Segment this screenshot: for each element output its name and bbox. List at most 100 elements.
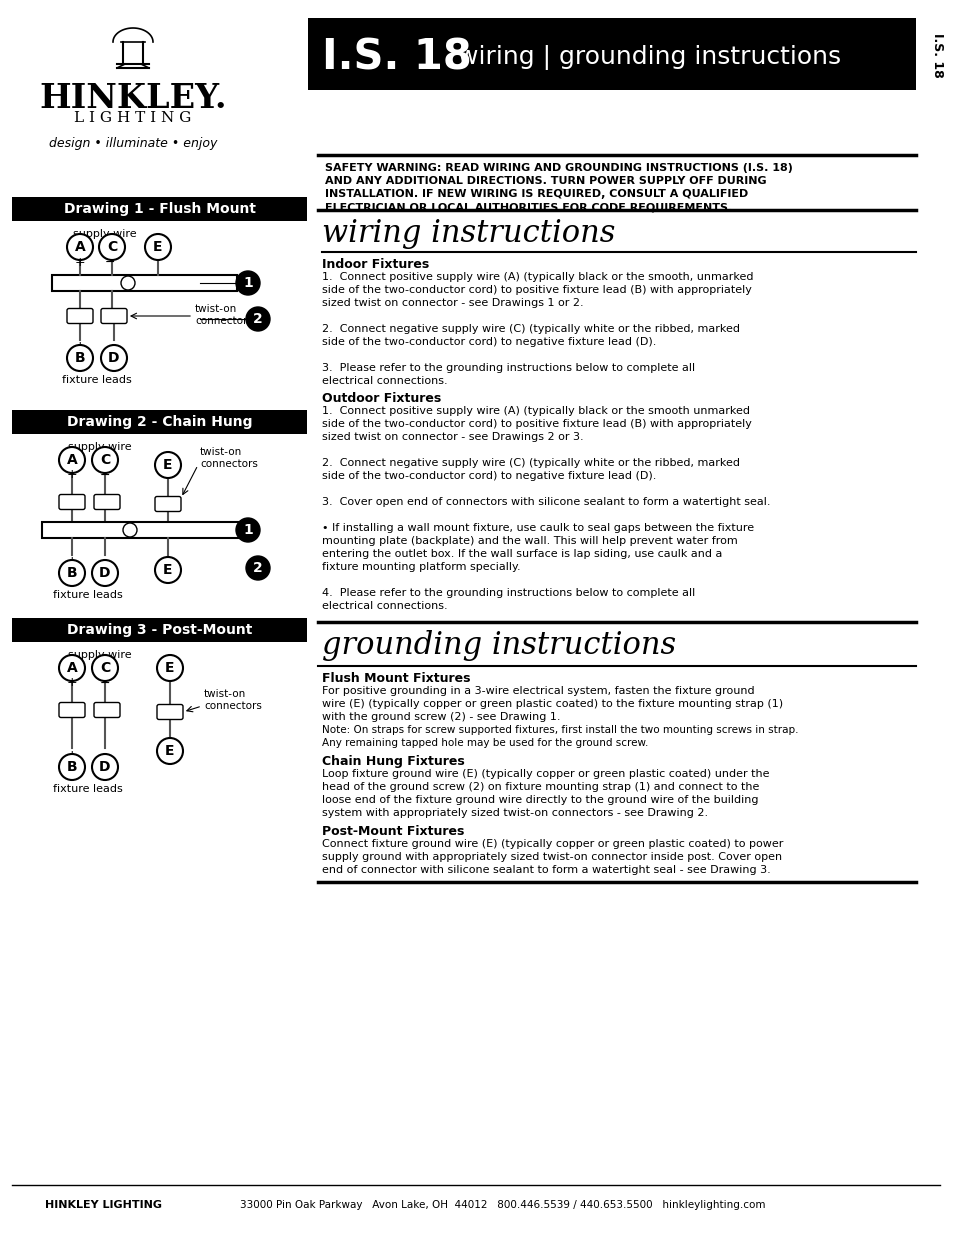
Text: +: + (67, 677, 77, 689)
Circle shape (101, 345, 127, 370)
Text: 2: 2 (253, 312, 263, 326)
Text: D: D (99, 760, 111, 774)
Text: wire (E) (typically copper or green plastic coated) to the fixture mounting stra: wire (E) (typically copper or green plas… (322, 699, 782, 709)
Circle shape (235, 517, 260, 542)
Circle shape (91, 559, 118, 585)
Text: C: C (100, 661, 110, 676)
Text: E: E (165, 661, 174, 676)
Text: Note: On straps for screw supported fixtures, first install the two mounting scr: Note: On straps for screw supported fixt… (322, 725, 798, 735)
Text: +: + (74, 340, 85, 353)
Circle shape (59, 559, 85, 585)
Text: L I G H T I N G: L I G H T I N G (74, 111, 192, 125)
Text: −: − (100, 468, 111, 482)
Text: 1.  Connect positive supply wire (A) (typically black or the smooth, unmarked: 1. Connect positive supply wire (A) (typ… (322, 272, 753, 282)
Text: SAFETY WARNING: READ WIRING AND GROUNDING INSTRUCTIONS (I.S. 18): SAFETY WARNING: READ WIRING AND GROUNDIN… (325, 163, 792, 173)
Text: 3.  Cover open end of connectors with silicone sealant to form a watertight seal: 3. Cover open end of connectors with sil… (322, 496, 770, 508)
Text: C: C (107, 240, 117, 254)
Text: Flush Mount Fixtures: Flush Mount Fixtures (322, 672, 470, 685)
Text: fixture mounting platform specially.: fixture mounting platform specially. (322, 562, 520, 572)
Text: E: E (163, 458, 172, 472)
Text: B: B (74, 351, 85, 366)
Text: HINKLEY LIGHTING: HINKLEY LIGHTING (45, 1200, 162, 1210)
Text: I.S. 18: I.S. 18 (322, 37, 472, 79)
FancyBboxPatch shape (59, 494, 85, 510)
Text: −: − (100, 748, 111, 762)
Text: entering the outlet box. If the wall surface is lap siding, use caulk and a: entering the outlet box. If the wall sur… (322, 550, 721, 559)
Circle shape (123, 522, 137, 537)
Text: +: + (67, 468, 77, 482)
Text: sized twist on connector - see Drawings 1 or 2.: sized twist on connector - see Drawings … (322, 298, 583, 308)
Text: ELECTRICIAN OR LOCAL AUTHORITIES FOR CODE REQUIREMENTS.: ELECTRICIAN OR LOCAL AUTHORITIES FOR COD… (325, 203, 732, 212)
Text: supply wire: supply wire (73, 228, 136, 240)
Text: A: A (67, 453, 77, 467)
Text: electrical connections.: electrical connections. (322, 375, 447, 387)
Text: Drawing 2 - Chain Hung: Drawing 2 - Chain Hung (67, 415, 253, 429)
Text: Connect fixture ground wire (E) (typically copper or green plastic coated) to po: Connect fixture ground wire (E) (typical… (322, 839, 782, 848)
Text: +: + (67, 555, 77, 568)
Text: Drawing 1 - Flush Mount: Drawing 1 - Flush Mount (64, 203, 255, 216)
Circle shape (67, 345, 92, 370)
Text: AND ANY ADDITIONAL DIRECTIONS. TURN POWER SUPPLY OFF DURING: AND ANY ADDITIONAL DIRECTIONS. TURN POWE… (325, 177, 766, 186)
Text: E: E (153, 240, 163, 254)
Bar (12, 618, 307, 642)
Circle shape (121, 275, 135, 290)
Text: side of the two-conductor cord) to positive fixture lead (B) with appropriately: side of the two-conductor cord) to posit… (322, 419, 751, 429)
Text: wiring | grounding instructions: wiring | grounding instructions (457, 46, 841, 70)
Circle shape (246, 308, 270, 331)
FancyBboxPatch shape (157, 704, 183, 720)
FancyBboxPatch shape (59, 703, 85, 718)
Text: E: E (165, 743, 174, 758)
Text: twist-on
connectors: twist-on connectors (200, 447, 257, 469)
Text: Indoor Fixtures: Indoor Fixtures (322, 258, 429, 270)
Circle shape (91, 755, 118, 781)
Text: A: A (74, 240, 85, 254)
FancyBboxPatch shape (94, 494, 120, 510)
Text: A: A (67, 661, 77, 676)
Text: side of the two-conductor cord) to negative fixture lead (D).: side of the two-conductor cord) to negat… (322, 471, 656, 480)
Text: 4.  Please refer to the grounding instructions below to complete all: 4. Please refer to the grounding instruc… (322, 588, 695, 598)
Text: Loop fixture ground wire (E) (typically copper or green plastic coated) under th: Loop fixture ground wire (E) (typically … (322, 769, 769, 779)
Circle shape (154, 557, 181, 583)
Text: 2.  Connect negative supply wire (C) (typically white or the ribbed, marked: 2. Connect negative supply wire (C) (typ… (322, 324, 740, 333)
Text: fixture leads: fixture leads (53, 590, 123, 600)
Bar (12, 198, 307, 221)
FancyBboxPatch shape (154, 496, 181, 511)
Text: fixture leads: fixture leads (62, 375, 132, 385)
Text: end of connector with silicone sealant to form a watertight seal - see Drawing 3: end of connector with silicone sealant t… (322, 864, 770, 876)
Circle shape (59, 655, 85, 680)
Text: sized twist on connector - see Drawings 2 or 3.: sized twist on connector - see Drawings … (322, 432, 583, 442)
Text: D: D (99, 566, 111, 580)
Text: electrical connections.: electrical connections. (322, 601, 447, 611)
Circle shape (235, 270, 260, 295)
FancyBboxPatch shape (94, 703, 120, 718)
Text: 2: 2 (253, 561, 263, 576)
Text: B: B (67, 760, 77, 774)
Text: twist-on
connectors: twist-on connectors (194, 304, 253, 326)
Circle shape (59, 755, 85, 781)
Text: grounding instructions: grounding instructions (322, 630, 676, 661)
Text: I.S. 18: I.S. 18 (930, 32, 943, 78)
Text: Chain Hung Fixtures: Chain Hung Fixtures (322, 755, 464, 768)
Bar (52, 275, 236, 291)
Text: Post-Mount Fixtures: Post-Mount Fixtures (322, 825, 464, 839)
Bar (12, 410, 307, 433)
Text: side of the two-conductor cord) to negative fixture lead (D).: side of the two-conductor cord) to negat… (322, 337, 656, 347)
Text: system with appropriately sized twist-on connectors - see Drawing 2.: system with appropriately sized twist-on… (322, 808, 707, 818)
Circle shape (246, 556, 270, 580)
Text: 1: 1 (243, 275, 253, 290)
Text: mounting plate (backplate) and the wall. This will help prevent water from: mounting plate (backplate) and the wall.… (322, 536, 737, 546)
Text: wiring instructions: wiring instructions (322, 219, 615, 249)
Text: Any remaining tapped hole may be used for the ground screw.: Any remaining tapped hole may be used fo… (322, 739, 648, 748)
Text: • If installing a wall mount fixture, use caulk to seal gaps between the fixture: • If installing a wall mount fixture, us… (322, 522, 753, 534)
Circle shape (157, 739, 183, 764)
Bar (42, 522, 242, 538)
Text: design • illuminate • enjoy: design • illuminate • enjoy (49, 137, 217, 149)
Text: D: D (108, 351, 120, 366)
Text: 1.  Connect positive supply wire (A) (typically black or the smooth unmarked: 1. Connect positive supply wire (A) (typ… (322, 406, 749, 416)
Text: C: C (100, 453, 110, 467)
FancyBboxPatch shape (67, 309, 92, 324)
Circle shape (157, 655, 183, 680)
Text: +: + (67, 748, 77, 762)
Circle shape (154, 452, 181, 478)
Text: For positive grounding in a 3-wire electrical system, fasten the fixture ground: For positive grounding in a 3-wire elect… (322, 685, 754, 697)
